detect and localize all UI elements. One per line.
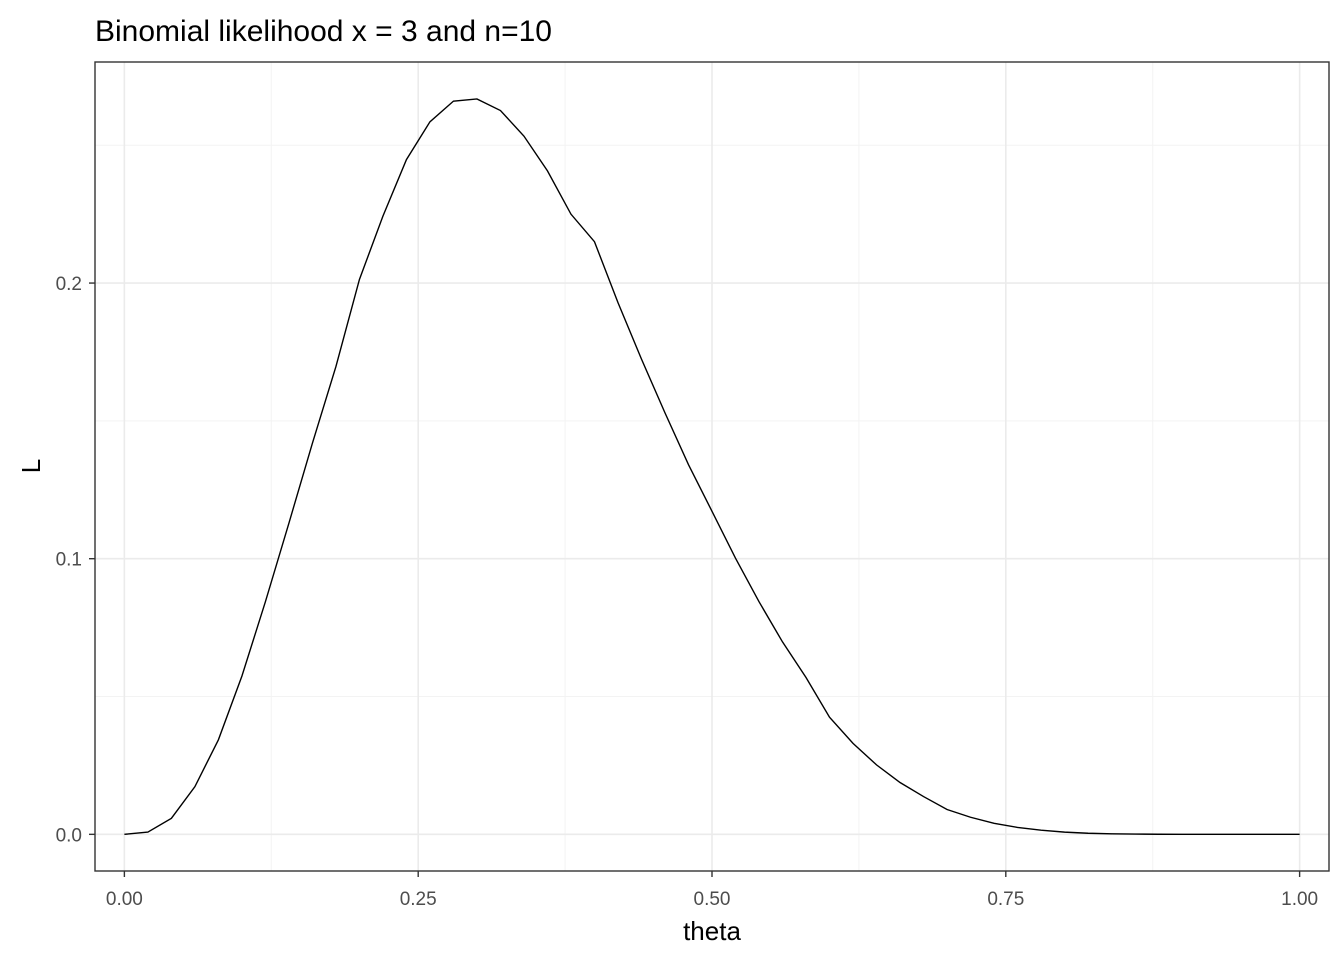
x-axis-ticks: 0.00 0.25 0.50 0.75 1.00 [106, 871, 1318, 910]
x-axis-title: theta [683, 916, 741, 946]
x-tick-label: 0.25 [400, 889, 437, 910]
x-tick-label: 0.50 [694, 889, 731, 910]
x-tick-label: 1.00 [1281, 889, 1318, 910]
y-tick-label: 0.2 [56, 274, 82, 295]
likelihood-curve [124, 98, 1300, 836]
y-tick-label: 0.0 [56, 825, 82, 846]
chart-title: Binomial likelihood x = 3 and n=10 [95, 15, 552, 48]
x-tick-label: 0.00 [106, 889, 143, 910]
y-tick-label: 0.1 [56, 550, 82, 571]
y-axis-title: L [16, 459, 46, 473]
x-tick-label: 0.75 [987, 889, 1024, 910]
y-axis-ticks: 0.0 0.1 0.2 [56, 274, 95, 846]
